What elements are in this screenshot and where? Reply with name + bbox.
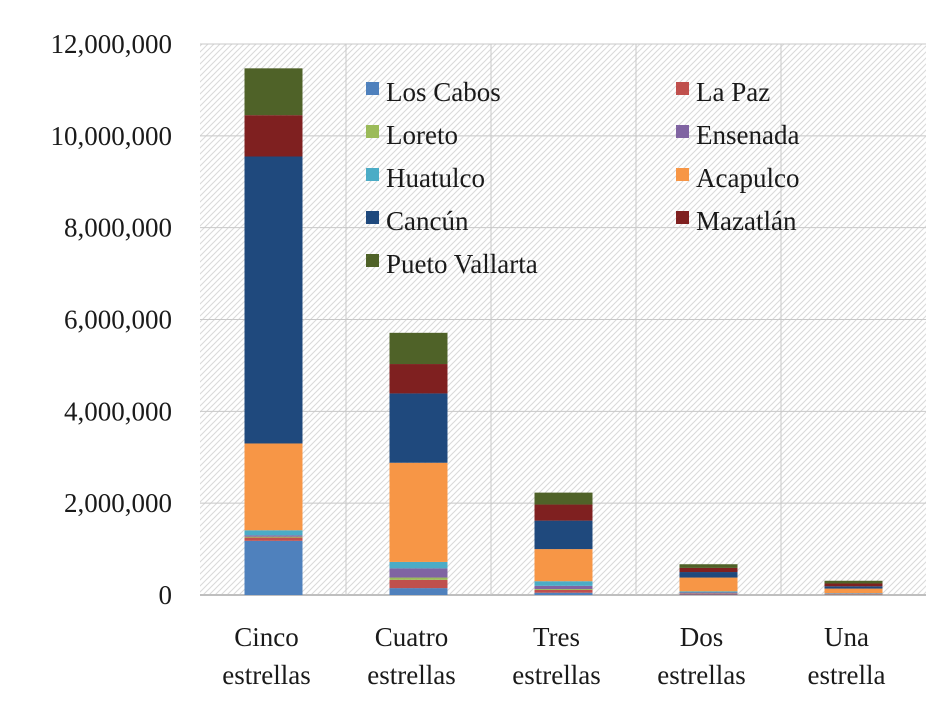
legend-label: Loreto [386, 120, 458, 150]
legend-swatch [366, 125, 379, 138]
x-tick-label: estrella [808, 660, 886, 690]
bar-segment [244, 537, 303, 541]
bar-segment [679, 567, 738, 573]
legend-label: Huatulco [386, 163, 485, 193]
bar-segment [534, 589, 593, 590]
bar-segment [244, 540, 303, 595]
legend-label: Pueto Vallarta [386, 249, 538, 279]
legend-label: La Paz [696, 77, 770, 107]
bar-segment [389, 579, 448, 589]
bar-segment [389, 561, 448, 569]
bar-segment [824, 588, 883, 594]
bar-segment [389, 332, 448, 365]
y-tick-label: 6,000,000 [64, 305, 172, 335]
bar-segment [244, 156, 303, 444]
legend: Los Cabos La Paz Loreto Ensenada Huatulco Aca… [366, 77, 799, 279]
bar-segment [244, 68, 303, 116]
x-tick-label: Cinco [234, 622, 299, 652]
bar-segment [679, 564, 738, 568]
bar-segment [389, 364, 448, 394]
bar-segment [244, 443, 303, 531]
bar-segment [244, 535, 303, 537]
x-tick-label: Dos [680, 622, 724, 652]
bar-segment [679, 577, 738, 592]
x-tick-label: estrellas [512, 660, 600, 690]
bar-segment [389, 588, 448, 595]
legend-swatch [676, 211, 689, 224]
bar-segment [824, 586, 883, 589]
bar-segment [389, 462, 448, 562]
legend-swatch [366, 168, 379, 181]
x-tick-label: estrellas [367, 660, 455, 690]
legend-swatch [366, 254, 379, 267]
bar-segment [389, 577, 448, 580]
bar-segment [679, 591, 738, 593]
legend-swatch [366, 211, 379, 224]
legend-label: Cancún [386, 206, 469, 236]
bar-segment [824, 583, 883, 587]
bar-segment [389, 393, 448, 463]
bar-segment [679, 592, 738, 594]
legend-label: Los Cabos [386, 77, 501, 107]
y-tick-label: 0 [159, 580, 173, 610]
bar-segment [534, 585, 593, 590]
legend-swatch [676, 168, 689, 181]
bar-segment [534, 581, 593, 586]
legend-label: Mazatlán [696, 206, 797, 236]
bar-segment [679, 593, 738, 595]
y-tick-label: 2,000,000 [64, 488, 172, 518]
y-tick-label: 4,000,000 [64, 396, 172, 426]
x-tick-label: estrellas [222, 660, 310, 690]
bar-segment [244, 536, 303, 538]
bar-segment [824, 580, 883, 584]
bar-segment [244, 115, 303, 157]
x-tick-label: Tres [533, 622, 580, 652]
legend-swatch [676, 82, 689, 95]
x-tick-label: Cuatro [375, 622, 449, 652]
bar-segment [534, 592, 593, 595]
y-tick-label: 10,000,000 [51, 121, 173, 151]
legend-swatch [366, 82, 379, 95]
x-tick-label: Una [824, 622, 869, 652]
bar-segment [534, 549, 593, 582]
bar-segment [534, 504, 593, 521]
legend-label: Ensenada [696, 120, 799, 150]
legend-swatch [676, 125, 689, 138]
bar-segment [244, 530, 303, 536]
bar-segment [534, 589, 593, 593]
bar-segment [534, 492, 593, 505]
bar-segment [534, 520, 593, 550]
bar-segment [679, 572, 738, 578]
y-tick-label: 12,000,000 [51, 29, 173, 59]
x-tick-label: estrellas [657, 660, 745, 690]
legend-label: Acapulco [696, 163, 799, 193]
y-tick-label: 8,000,000 [64, 213, 172, 243]
bar-segment [389, 568, 448, 578]
